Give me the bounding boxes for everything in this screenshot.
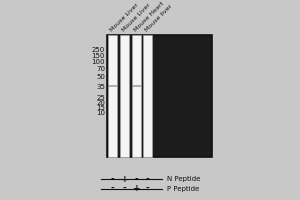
- Text: +: +: [133, 184, 140, 193]
- Text: 20: 20: [96, 100, 105, 106]
- Bar: [142, 35, 152, 157]
- Text: N Peptide: N Peptide: [167, 176, 200, 182]
- Text: -: -: [123, 184, 126, 193]
- Text: Mouse liver: Mouse liver: [144, 4, 173, 33]
- Bar: [120, 35, 129, 157]
- Bar: [132, 35, 141, 157]
- Text: -: -: [145, 184, 149, 193]
- Text: P Peptide: P Peptide: [167, 186, 199, 192]
- Text: 100: 100: [92, 59, 105, 65]
- Text: 15: 15: [96, 105, 105, 111]
- Text: 250: 250: [92, 47, 105, 53]
- Text: -: -: [135, 175, 138, 184]
- Text: 25: 25: [96, 95, 105, 101]
- Text: Mouse Liver: Mouse Liver: [122, 2, 152, 33]
- Text: 35: 35: [96, 84, 105, 90]
- Text: -: -: [145, 175, 149, 184]
- Text: 70: 70: [96, 66, 105, 72]
- Text: Mouse Liver: Mouse Liver: [110, 2, 140, 33]
- Bar: [108, 35, 117, 157]
- Text: 50: 50: [96, 74, 105, 80]
- Text: 150: 150: [92, 53, 105, 59]
- Text: 10: 10: [96, 110, 105, 116]
- Text: -: -: [111, 184, 114, 193]
- Bar: [132, 85, 141, 87]
- Bar: [106, 35, 212, 157]
- Text: +: +: [121, 175, 128, 184]
- Text: Mouse Heart: Mouse Heart: [134, 1, 165, 33]
- Bar: [108, 85, 117, 87]
- Text: -: -: [111, 175, 114, 184]
